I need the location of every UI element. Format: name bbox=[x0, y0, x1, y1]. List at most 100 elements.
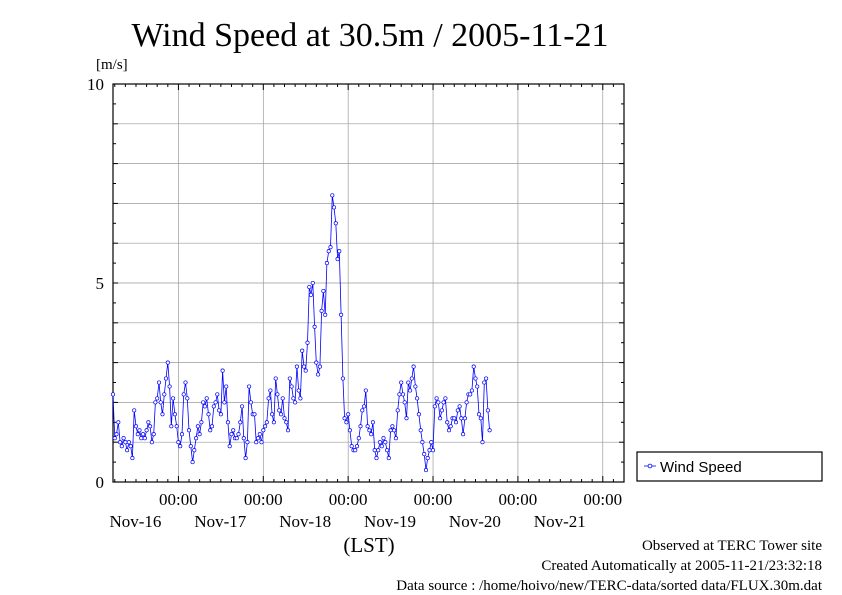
y-tick-label: 5 bbox=[96, 274, 105, 293]
data-point bbox=[194, 436, 199, 441]
data-point bbox=[455, 408, 460, 413]
data-point bbox=[277, 408, 282, 413]
data-point bbox=[360, 408, 365, 413]
data-point bbox=[171, 396, 176, 401]
data-point bbox=[126, 440, 131, 445]
data-point bbox=[365, 424, 370, 429]
data-point bbox=[330, 193, 335, 198]
data-point bbox=[468, 392, 473, 397]
data-point bbox=[188, 444, 193, 449]
data-point bbox=[328, 245, 333, 250]
x-tick-time-label: 00:00 bbox=[499, 490, 538, 509]
data-point bbox=[112, 436, 117, 441]
data-point bbox=[473, 376, 478, 381]
data-point bbox=[155, 396, 160, 401]
data-point bbox=[165, 360, 170, 365]
data-point bbox=[316, 372, 321, 377]
data-point bbox=[475, 384, 480, 389]
data-point bbox=[402, 400, 407, 405]
data-point bbox=[379, 444, 384, 449]
data-point bbox=[229, 432, 234, 437]
data-point bbox=[183, 380, 188, 385]
data-point bbox=[141, 432, 146, 437]
data-point bbox=[284, 420, 289, 425]
data-point bbox=[385, 448, 390, 453]
data-point bbox=[201, 400, 206, 405]
footer-site: Observed at TERC Tower site bbox=[642, 538, 822, 554]
data-point bbox=[179, 432, 185, 437]
tick-labels: 0 5 10 00:00 Nov-16 00:00 Nov-17 00:00 Nov-18 00:… bbox=[87, 75, 622, 531]
legend-label-wind-speed: Wind Speed bbox=[660, 459, 742, 476]
data-point bbox=[121, 436, 126, 441]
data-point bbox=[459, 416, 464, 421]
data-point bbox=[462, 416, 467, 421]
data-point bbox=[340, 376, 345, 381]
data-point bbox=[195, 424, 200, 429]
data-point bbox=[224, 384, 229, 389]
data-point bbox=[374, 456, 379, 461]
data-point bbox=[227, 444, 232, 449]
data-point bbox=[268, 388, 273, 393]
y-tick-label: 0 bbox=[96, 473, 105, 492]
data-point bbox=[243, 456, 248, 461]
data-point bbox=[480, 440, 485, 445]
data-point bbox=[390, 424, 395, 429]
data-point bbox=[218, 412, 223, 417]
data-point bbox=[285, 428, 291, 433]
data-point bbox=[123, 440, 128, 445]
legend-box bbox=[636, 451, 823, 482]
data-point bbox=[289, 384, 294, 389]
data-point bbox=[197, 432, 202, 437]
x-tick-date-label: Nov-16 bbox=[109, 512, 161, 531]
x-tick-date-label: Nov-19 bbox=[364, 512, 416, 531]
data-point bbox=[119, 444, 124, 449]
x-tick-time-label: 00:00 bbox=[244, 490, 283, 509]
data-point bbox=[441, 400, 446, 405]
data-point bbox=[222, 400, 227, 405]
data-point bbox=[418, 428, 423, 433]
data-point bbox=[448, 424, 453, 429]
data-point bbox=[257, 432, 262, 437]
data-point bbox=[303, 368, 308, 373]
data-point bbox=[217, 408, 222, 413]
x-tick-time-label: 00:00 bbox=[583, 490, 622, 509]
data-point bbox=[432, 404, 437, 409]
data-point bbox=[484, 376, 489, 381]
data-point bbox=[443, 396, 448, 401]
data-point bbox=[406, 380, 411, 385]
data-point bbox=[231, 428, 236, 433]
data-point bbox=[160, 412, 165, 417]
data-point bbox=[153, 400, 158, 405]
data-point bbox=[400, 392, 406, 397]
data-point bbox=[271, 420, 276, 425]
data-point bbox=[234, 436, 239, 441]
data-point bbox=[372, 448, 377, 453]
data-point bbox=[429, 440, 434, 445]
data-point bbox=[132, 408, 137, 413]
data-point bbox=[326, 249, 331, 254]
legend-marker bbox=[647, 463, 653, 469]
data-point bbox=[321, 288, 326, 294]
data-point bbox=[151, 432, 156, 437]
data-point bbox=[377, 440, 383, 445]
data-point bbox=[392, 428, 397, 433]
data-point bbox=[367, 428, 372, 433]
data-point bbox=[263, 424, 268, 429]
data-point bbox=[130, 456, 135, 461]
series-wind-speed bbox=[110, 193, 492, 473]
data-point bbox=[266, 396, 271, 401]
data-point bbox=[439, 408, 444, 413]
data-point bbox=[241, 436, 246, 441]
data-point bbox=[471, 364, 476, 369]
grid-lines bbox=[113, 84, 624, 482]
data-point bbox=[383, 440, 388, 445]
data-point bbox=[209, 424, 215, 429]
data-point bbox=[116, 420, 121, 425]
data-point bbox=[388, 428, 393, 433]
data-point bbox=[476, 412, 482, 417]
data-point bbox=[178, 444, 183, 449]
data-point bbox=[208, 428, 213, 433]
x-tick-date-label: Nov-18 bbox=[279, 512, 331, 531]
data-point bbox=[167, 384, 172, 389]
